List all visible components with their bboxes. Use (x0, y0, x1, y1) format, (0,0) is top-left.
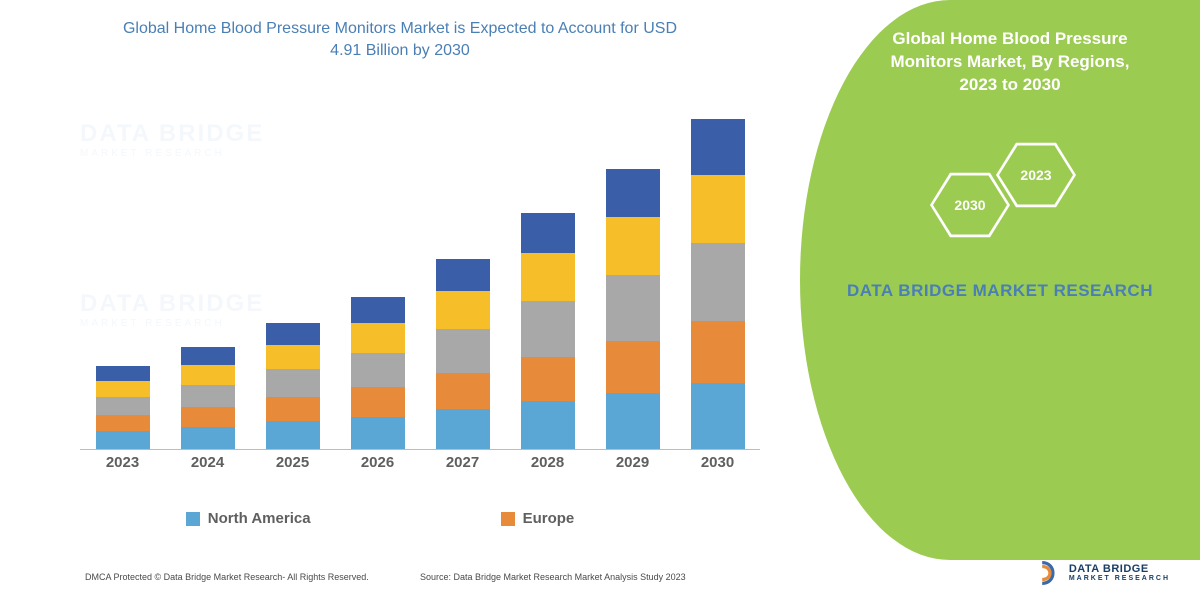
legend-item-europe: Europe (501, 510, 575, 527)
bar-segment (266, 397, 320, 421)
legend-item-north-america: North America (186, 510, 311, 527)
bar-2027 (436, 259, 490, 449)
bar-2028 (521, 213, 575, 449)
bar-segment (96, 381, 150, 397)
brand-text: DATA BRIDGE MARKET RESEARCH (800, 280, 1200, 303)
footer-copyright: DMCA Protected © Data Bridge Market Rese… (85, 572, 369, 582)
bar-segment (351, 387, 405, 417)
bar-segment (96, 397, 150, 415)
bar-segment (181, 427, 235, 449)
bar-segment (521, 357, 575, 401)
bar-segment (691, 321, 745, 383)
bar-segment (351, 323, 405, 353)
x-axis-label: 2023 (96, 454, 150, 471)
x-axis: 2023 2024 2025 2026 2027 2028 2029 2030 (80, 454, 760, 471)
side-panel-title: Global Home Blood Pressure Monitors Mark… (800, 0, 1200, 97)
bar-segment (436, 329, 490, 373)
bar-segment (606, 275, 660, 341)
x-axis-label: 2025 (266, 454, 320, 471)
bar-2030 (691, 119, 745, 449)
logo-primary: DATA BRIDGE (1069, 564, 1170, 575)
x-axis-label: 2024 (181, 454, 235, 471)
bar-segment (96, 366, 150, 381)
bar-segment (266, 323, 320, 345)
bar-2029 (606, 169, 660, 449)
logo-icon (1037, 560, 1063, 586)
bar-segment (436, 291, 490, 329)
bar-segment (351, 417, 405, 449)
bar-segment (266, 369, 320, 397)
x-axis-label: 2028 (521, 454, 575, 471)
logo-secondary: MARKET RESEARCH (1069, 575, 1170, 582)
bar-segment (521, 253, 575, 301)
x-axis-label: 2030 (691, 454, 745, 471)
bar-segment (351, 297, 405, 323)
hex-group: 2030 2023 (930, 140, 1130, 260)
legend-label: Europe (523, 510, 575, 527)
x-axis-label: 2027 (436, 454, 490, 471)
chart-panel: Global Home Blood Pressure Monitors Mark… (0, 0, 800, 600)
hex-2023: 2023 (996, 140, 1076, 210)
side-panel: Global Home Blood Pressure Monitors Mark… (800, 0, 1200, 560)
x-axis-label: 2029 (606, 454, 660, 471)
chart-area: 2023 2024 2025 2026 2027 2028 2029 2030 (80, 110, 760, 490)
chart-title: Global Home Blood Pressure Monitors Mark… (0, 0, 800, 61)
bar-segment (436, 259, 490, 291)
bar-segment (181, 407, 235, 427)
bar-2026 (351, 297, 405, 449)
bar-segment (96, 431, 150, 449)
bar-2024 (181, 347, 235, 449)
bar-segment (606, 217, 660, 275)
bar-segment (606, 393, 660, 449)
chart-legend: North America Europe (0, 510, 760, 527)
bar-segment (691, 119, 745, 175)
bar-segment (521, 401, 575, 449)
bar-segment (181, 385, 235, 407)
bar-segment (436, 373, 490, 409)
bar-segment (521, 301, 575, 357)
legend-label: North America (208, 510, 311, 527)
bar-segment (266, 345, 320, 369)
bar-segment (96, 415, 150, 431)
bar-2023 (96, 366, 150, 449)
footer-source: Source: Data Bridge Market Research Mark… (420, 572, 686, 582)
bar-segment (181, 365, 235, 385)
plot-area (80, 110, 760, 450)
x-axis-label: 2026 (351, 454, 405, 471)
bar-segment (606, 169, 660, 217)
bar-segment (691, 383, 745, 449)
logo: DATA BRIDGE MARKET RESEARCH (1037, 560, 1170, 586)
bar-2025 (266, 323, 320, 449)
bars-row (80, 109, 760, 449)
legend-swatch (501, 512, 515, 526)
bar-segment (266, 421, 320, 449)
bar-segment (436, 409, 490, 449)
bar-segment (691, 175, 745, 243)
bar-segment (181, 347, 235, 365)
bar-segment (606, 341, 660, 393)
logo-text: DATA BRIDGE MARKET RESEARCH (1069, 564, 1170, 582)
bar-segment (521, 213, 575, 253)
legend-swatch (186, 512, 200, 526)
bar-segment (351, 353, 405, 387)
bar-segment (691, 243, 745, 321)
